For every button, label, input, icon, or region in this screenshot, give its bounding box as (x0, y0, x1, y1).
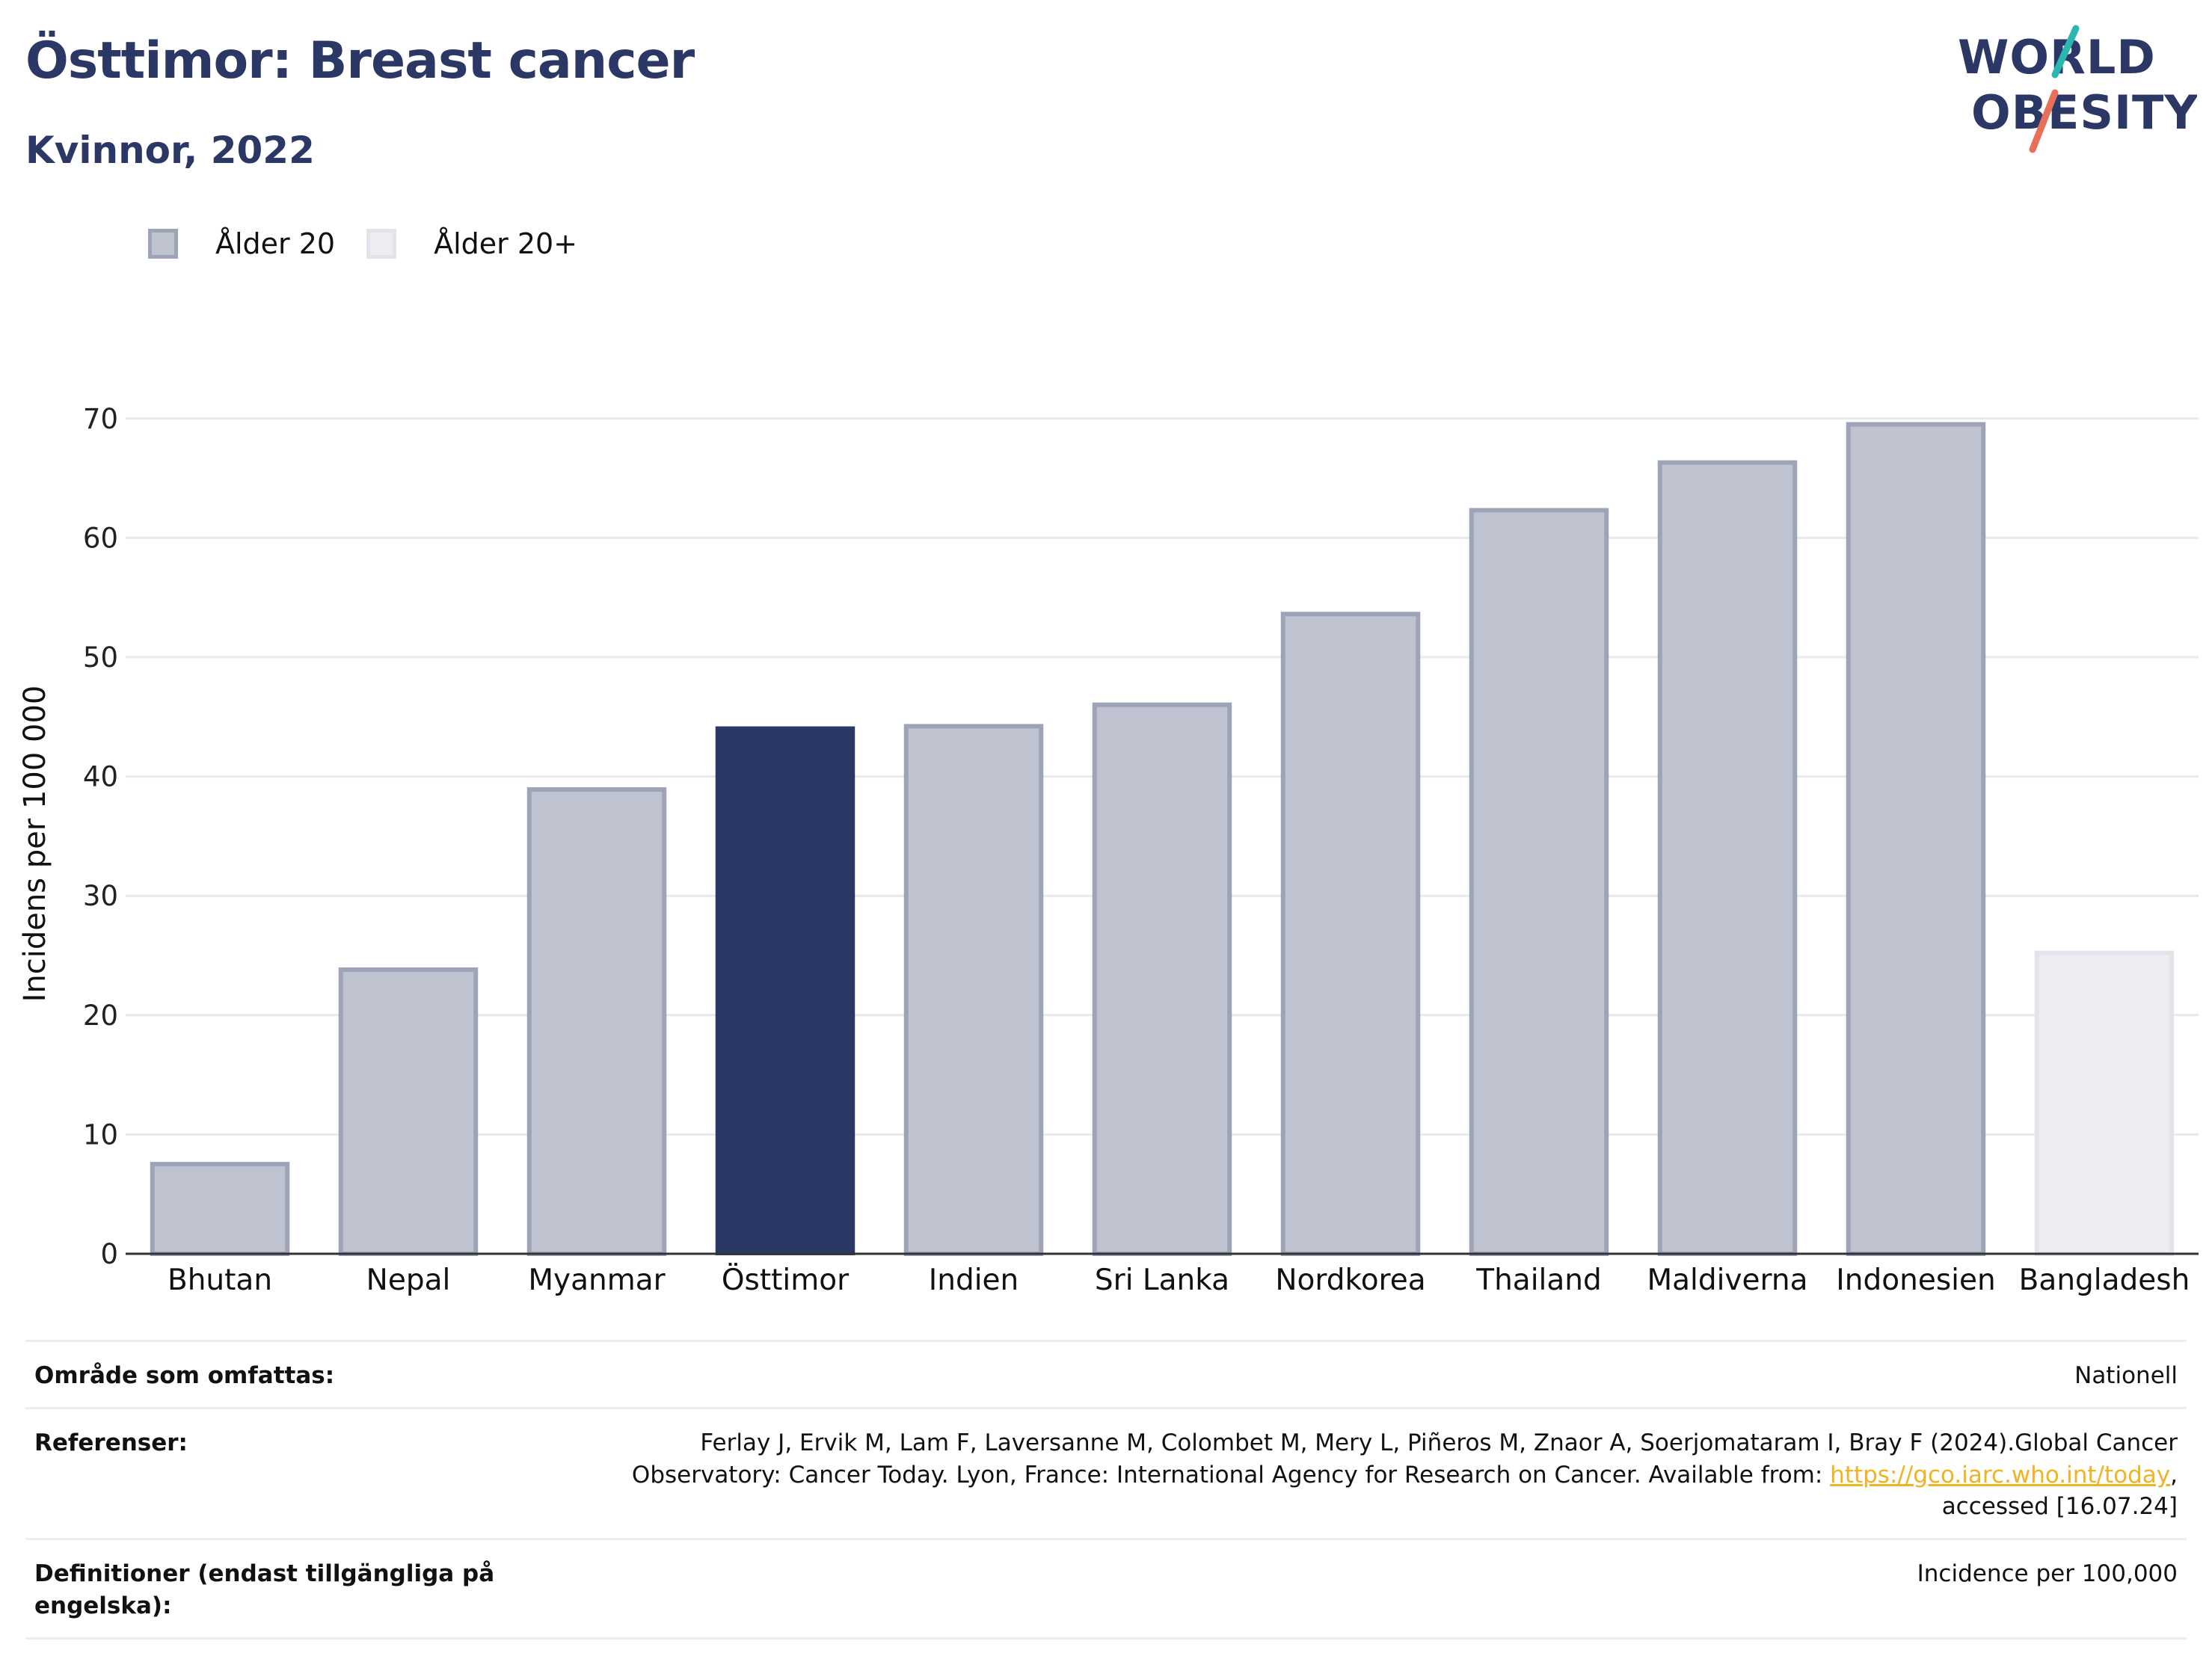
bar-maldiverna[interactable] (1657, 460, 1798, 1256)
logo-slash-coral (2029, 89, 2059, 153)
legend-label-age20: Ålder 20 (215, 227, 336, 260)
bar-nordkorea[interactable] (1280, 612, 1421, 1256)
bar-sri-lanka[interactable] (1092, 702, 1232, 1256)
bar-myanmar[interactable] (526, 787, 667, 1256)
info-label-references: Referenser: (25, 1406, 522, 1539)
legend-swatch-age20plus (366, 229, 397, 259)
world-obesity-logo: WORLD OBESITY (1958, 25, 2197, 153)
info-table: Område som omfattas: Nationell Referense… (25, 1340, 2187, 1640)
chart-title: Östtimor: Breast cancer (25, 31, 695, 90)
info-label-definitions: Definitioner (endast tillgängliga på eng… (25, 1538, 522, 1640)
x-tick-label: Maldiverna (1647, 1263, 1807, 1297)
x-tick-label: Indien (929, 1263, 1019, 1297)
bar-indien[interactable] (903, 724, 1044, 1257)
x-tick-label: Thailand (1475, 1263, 1601, 1297)
legend-swatch-age20 (148, 229, 178, 259)
bar-thailand[interactable] (1469, 508, 1609, 1256)
bar-indonesien[interactable] (1846, 422, 1986, 1256)
reference-line-2: Observatory: Cancer Today. Lyon, France:… (631, 1461, 1831, 1489)
reference-line-2-end: , (2170, 1461, 2178, 1489)
chart-subtitle: Kvinnor, 2022 (25, 129, 315, 172)
x-tick-label: Myanmar (528, 1263, 666, 1297)
y-axis-ticks: 0 10 20 30 40 50 60 70 (83, 403, 118, 1270)
x-tick-label: Indonesien (1836, 1263, 1995, 1297)
y-tick-label: 60 (83, 522, 118, 554)
x-axis-ticks: Bhutan Nepal Myanmar Östtimor Indien Sri Lank… (168, 1263, 2190, 1297)
y-tick-label: 40 (83, 761, 118, 793)
legend-item-age20[interactable]: Ålder 20 (148, 227, 335, 260)
info-row-references: Referenser: Ferlay J, Ervik M, Lam F, La… (25, 1406, 2187, 1539)
x-tick-label: Bangladesh (2019, 1263, 2190, 1297)
x-tick-label: Bhutan (168, 1263, 272, 1297)
y-tick-label: 30 (83, 880, 118, 912)
y-tick-label: 10 (83, 1118, 118, 1151)
logo-slash-teal (2051, 25, 2080, 79)
legend: Ålder 20 Ålder 20+ (148, 223, 609, 265)
reference-line-3: accessed [16.07.24] (1941, 1493, 2178, 1521)
logo-word-obesity: OBESITY (1971, 85, 2197, 140)
info-value-references: Ferlay J, Ervik M, Lam F, Laversanne M, … (522, 1406, 2187, 1539)
y-tick-label: 0 (100, 1238, 118, 1270)
x-tick-label: Sri Lanka (1095, 1263, 1229, 1297)
bar-chart: 0 10 20 30 40 50 60 70 Bhutan Nepal Myanmar Östtim… (18, 403, 2199, 1297)
bar-bhutan[interactable] (150, 1162, 290, 1257)
info-label-coverage: Område som omfattas: (25, 1340, 522, 1409)
reference-line-1: Ferlay J, Ervik M, Lam F, Laversanne M, … (700, 1429, 2178, 1456)
y-tick-label: 50 (83, 641, 118, 674)
reference-link[interactable]: https://gco.iarc.who.int/today (1830, 1461, 2171, 1489)
legend-item-age20plus[interactable]: Ålder 20+ (366, 227, 577, 260)
info-value-definitions: Incidence per 100,000 (522, 1538, 2187, 1640)
bar-nepal[interactable] (338, 967, 479, 1257)
bars (150, 422, 2175, 1257)
y-tick-label: 70 (83, 403, 118, 435)
x-tick-label: Nepal (366, 1263, 451, 1297)
x-tick-label: Östtimor (722, 1263, 850, 1297)
bar-bangladesh[interactable] (2034, 950, 2175, 1257)
y-axis-title: Incidens per 100 000 (18, 686, 52, 1003)
bar-östtimor[interactable] (715, 726, 855, 1255)
y-tick-label: 20 (83, 1000, 118, 1032)
x-tick-label: Nordkorea (1275, 1263, 1425, 1297)
info-row-definitions: Definitioner (endast tillgängliga på eng… (25, 1538, 2187, 1640)
info-row-coverage: Område som omfattas: Nationell (25, 1340, 2187, 1409)
info-value-coverage: Nationell (522, 1340, 2187, 1409)
legend-label-age20plus: Ålder 20+ (434, 227, 578, 260)
